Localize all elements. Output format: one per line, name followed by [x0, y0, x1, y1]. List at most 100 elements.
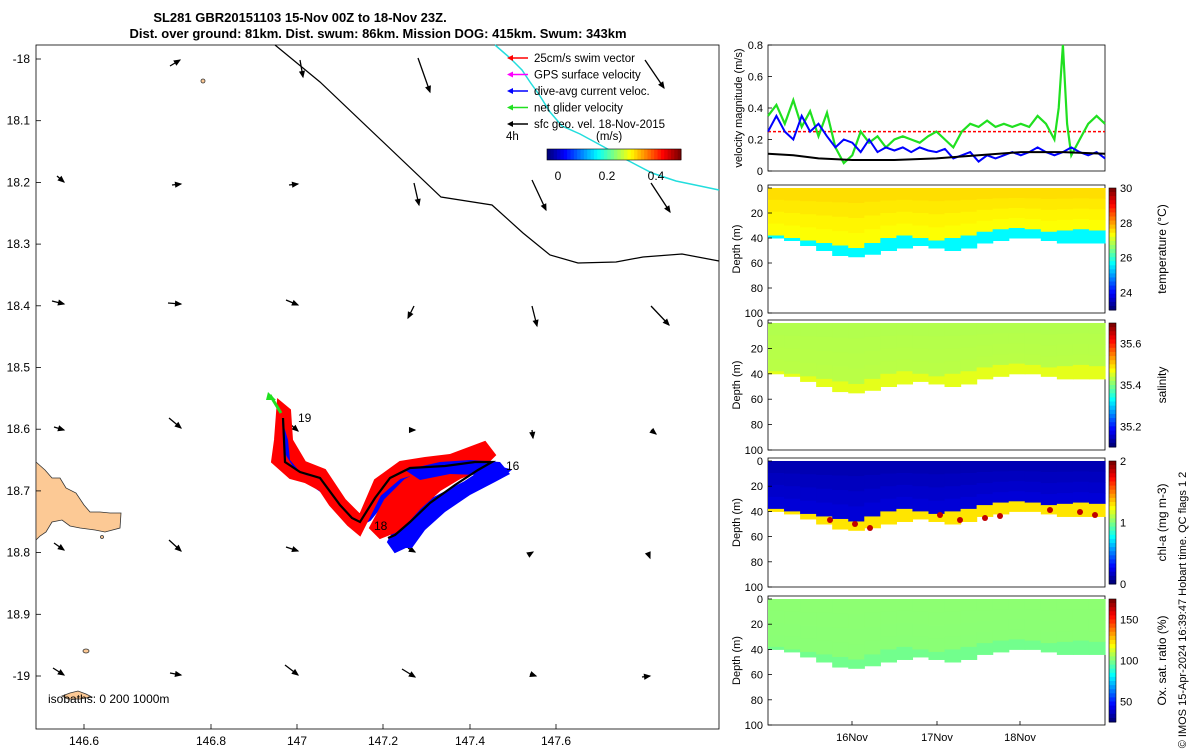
section-colorbar-swatch [1109, 522, 1116, 528]
colorbar-swatch [610, 149, 615, 160]
section-cell [1008, 343, 1026, 354]
section-cell [1056, 355, 1074, 367]
section-colorbar-swatch [1109, 426, 1116, 431]
section-y-tick-label: 20 [751, 208, 763, 220]
section-cell [864, 474, 881, 490]
section-colorbar-swatch [1109, 631, 1116, 637]
section-cell [896, 508, 914, 522]
section-cell [1056, 209, 1074, 221]
current-arrowhead [291, 668, 300, 676]
section-cell [880, 348, 897, 362]
section-colorbar-frame [1108, 187, 1117, 311]
colorbar-tick-label: 0 [555, 169, 562, 183]
section-cell [816, 243, 833, 251]
map-y-tick-label: 18.2 [7, 175, 31, 189]
section-cell [784, 611, 801, 625]
section-cell [832, 504, 849, 520]
section-cell [992, 481, 1010, 493]
section-panel-oxygen-saturation: 0 20 40 60 80 100 Depth (m) 150 100 50 Ox. sat. ra… [731, 594, 1169, 744]
section-colorbar-swatch [1109, 693, 1116, 698]
section-colorbar-swatch [1109, 228, 1116, 234]
colorbar-swatch [590, 149, 595, 160]
section-cell [992, 502, 1010, 515]
section-colorbar-swatch [1109, 216, 1116, 222]
section-cell [768, 371, 785, 375]
section-cell [960, 335, 978, 348]
section-cell [928, 599, 946, 613]
section-cell [864, 201, 881, 216]
section-cell [1072, 619, 1090, 631]
section-cell [832, 489, 849, 505]
section-cell [832, 231, 849, 246]
section-cell [848, 248, 865, 258]
section-cell [816, 626, 833, 642]
isobath-200m [274, 44, 720, 264]
section-colorbar-swatch [1109, 571, 1116, 577]
section-cell [864, 488, 881, 504]
section-cell [960, 359, 978, 372]
section-cell [1008, 639, 1026, 650]
colorbar-swatch [580, 149, 585, 160]
section-panel-salinity: 0 20 40 60 80 100 Depth (m) 35.6 35.4 35.2 salinit… [731, 318, 1169, 457]
section-cell [912, 323, 930, 337]
chl-a-maximum-dot [867, 525, 873, 531]
section-colorbar-swatch [1109, 676, 1116, 682]
section-colorbar-swatch [1109, 297, 1116, 303]
section-cell [864, 626, 881, 642]
section-colorbar-label: temperature (°C) [1155, 204, 1169, 294]
section-cell [768, 496, 785, 510]
section-colorbar-swatch [1109, 469, 1116, 474]
colorbar-swatch [557, 149, 561, 160]
colorbar-swatch [597, 149, 602, 160]
section-cell [976, 188, 994, 200]
section-cell [1024, 333, 1042, 345]
section-colorbar-swatch [1109, 555, 1116, 560]
section-cell [992, 461, 1010, 472]
current-arrowhead [414, 198, 421, 207]
section-cell [768, 235, 785, 239]
section-colorbar-swatch [1109, 360, 1116, 365]
section-cell [944, 213, 962, 226]
section-cell [896, 335, 914, 348]
section-cell [800, 240, 817, 246]
section-cell [784, 335, 801, 349]
section-cell [1024, 492, 1042, 504]
section-colorbar-swatch [1109, 563, 1116, 569]
section-cell [1056, 366, 1074, 380]
current-arrowhead [291, 424, 299, 432]
section-cell [784, 225, 801, 239]
section-cell [1024, 619, 1042, 631]
section-colorbar-swatch [1109, 347, 1116, 353]
section-cell [976, 472, 994, 484]
section-cell [1008, 481, 1026, 492]
section-cell [816, 488, 833, 504]
section-cell [880, 611, 897, 625]
section-colorbar-swatch [1109, 619, 1116, 625]
section-colorbar-swatch [1109, 192, 1116, 197]
colorbar-swatch [644, 149, 648, 160]
colorbar-swatch [614, 149, 618, 160]
section-cell [896, 347, 914, 360]
section-cell [960, 461, 978, 474]
section-cell [976, 483, 994, 495]
section-cell [1072, 492, 1090, 504]
velocity-y-tick-label: 0.2 [748, 135, 763, 147]
chl-a-maximum-dot [1047, 507, 1053, 513]
section-cell [784, 461, 801, 475]
section-cell [880, 599, 897, 613]
section-cell [816, 364, 833, 380]
velocity-y-tick-label: 0 [757, 166, 763, 178]
section-cell [1024, 343, 1042, 355]
section-colorbar-swatch [1109, 485, 1116, 491]
arrow-left-blue-icon [507, 88, 513, 94]
section-cell [944, 511, 962, 525]
section-cell [816, 229, 833, 244]
section-cell [1056, 493, 1074, 505]
section-colorbar-swatch [1109, 607, 1116, 612]
section-cell [816, 599, 833, 614]
section-cell [1008, 363, 1026, 375]
section-cell [912, 511, 930, 520]
section-cell [848, 203, 865, 219]
section-colorbar-swatch [1109, 240, 1116, 246]
section-cell [944, 461, 962, 475]
